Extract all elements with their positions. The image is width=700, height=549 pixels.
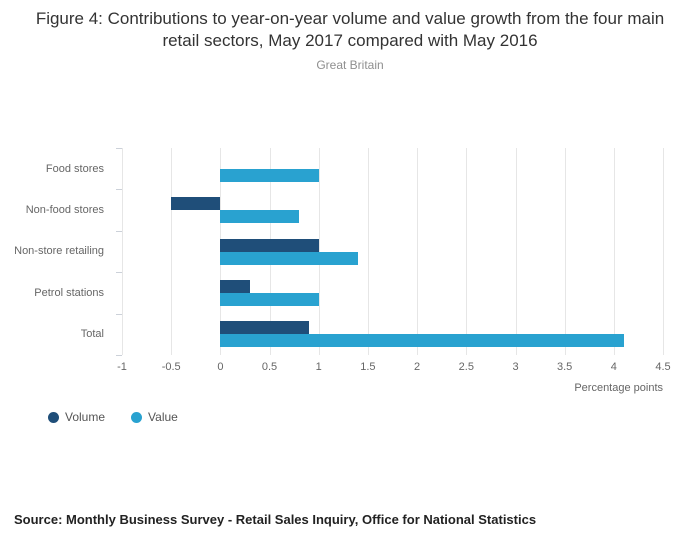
x-tick-label: 3.5 xyxy=(556,361,573,373)
gridline xyxy=(564,148,566,355)
gridline xyxy=(515,148,517,355)
bar-value xyxy=(220,210,300,224)
gridline xyxy=(417,148,419,355)
bar-value xyxy=(220,334,624,348)
legend-label: Volume xyxy=(65,410,106,424)
category-axis-tick xyxy=(116,230,122,232)
x-tick-label: 4 xyxy=(610,361,617,373)
category-label: Food stores xyxy=(45,162,104,175)
x-tick-label: 3 xyxy=(512,361,519,373)
source-text: Source: Monthly Business Survey - Retail… xyxy=(14,512,537,527)
legend-dot-volume xyxy=(48,411,59,423)
category-axis-tick xyxy=(116,148,122,149)
x-tick-label: -0.5 xyxy=(161,361,181,373)
gridline xyxy=(663,148,664,355)
chart-subtitle: Great Britain xyxy=(316,58,384,72)
x-tick-label: -1 xyxy=(117,361,127,373)
gridline xyxy=(367,148,369,355)
legend-item-volume[interactable]: Volume xyxy=(48,410,105,424)
category-label: Total xyxy=(80,328,104,341)
x-axis-tick-labels: -1 -0.5 0 0.5 1 1.5 2 2.5 3 3.5 4 4.5 xyxy=(117,361,671,375)
x-tick-label: 0.5 xyxy=(261,361,278,373)
plot-area xyxy=(116,148,664,356)
gridline xyxy=(466,148,468,355)
x-tick-label: 1.5 xyxy=(360,361,376,373)
gridline xyxy=(613,148,615,355)
y-axis-labels: Food stores Non-food stores Non-store reta… xyxy=(0,148,114,355)
x-tick-label: 0 xyxy=(217,361,224,373)
category-label: Non-store retailing xyxy=(14,245,104,258)
x-tick-label: 2.5 xyxy=(458,361,474,373)
bar-volume xyxy=(220,238,319,252)
legend-label: Value xyxy=(148,410,178,424)
category-axis-tick xyxy=(116,313,122,315)
category-axis-tick xyxy=(116,272,122,274)
bar-volume xyxy=(220,321,309,335)
bar-value xyxy=(220,251,359,265)
gridline xyxy=(122,148,123,355)
bar-volume xyxy=(220,279,250,293)
legend-dot-value xyxy=(131,411,143,423)
category-label: Petrol stations xyxy=(34,286,104,299)
category-label: Non-food stores xyxy=(25,204,104,217)
legend: Volume Value xyxy=(48,410,178,424)
bar-value xyxy=(220,168,319,182)
x-tick-label: 4.5 xyxy=(655,361,671,373)
category-axis-tick xyxy=(116,355,122,356)
legend-item-value[interactable]: Value xyxy=(131,410,178,424)
x-axis-title: Percentage points xyxy=(574,382,663,394)
x-tick-label: 1 xyxy=(315,361,322,373)
x-tick-label: 2 xyxy=(414,361,421,373)
gridline xyxy=(171,148,173,355)
category-axis-tick xyxy=(116,189,122,191)
bar-volume xyxy=(171,197,221,211)
bar-value xyxy=(220,292,319,306)
chart-title: Figure 4: Contributions to year-on-year … xyxy=(35,9,665,51)
